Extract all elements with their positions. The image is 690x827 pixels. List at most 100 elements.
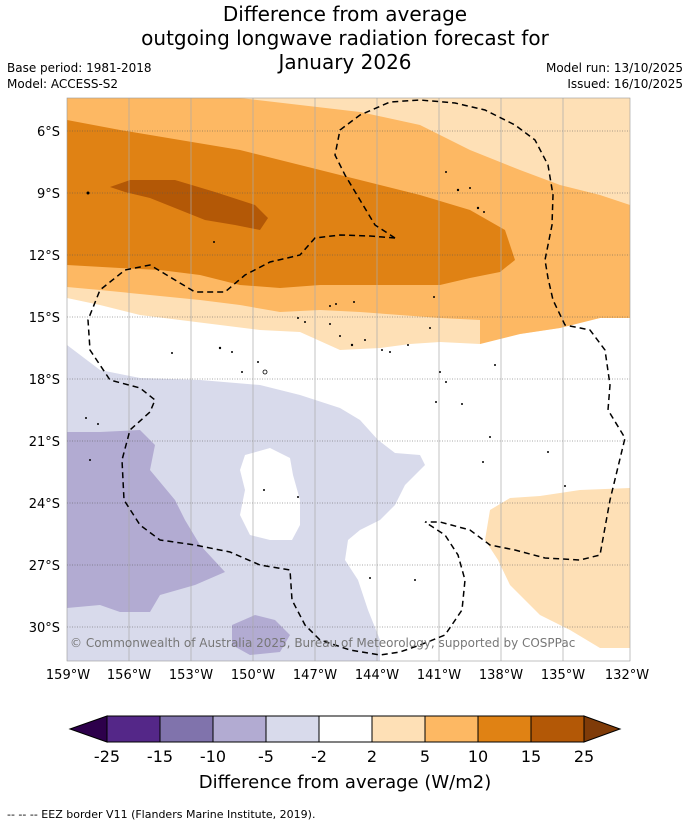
longitude-gridlines <box>128 98 564 661</box>
colorbar-tick: -2 <box>311 747 327 766</box>
model-name: Model: ACCESS-S2 <box>7 77 119 91</box>
lon-label: 138°W <box>479 668 523 683</box>
island <box>218 346 222 350</box>
colorbar-arrow-max <box>583 715 622 743</box>
island <box>476 206 480 210</box>
colorbar-segment <box>106 715 161 743</box>
colorbar-arrow-min <box>68 715 108 743</box>
meta-right: Model run: 13/10/2025 Issued: 16/10/2025 <box>546 60 683 92</box>
island <box>335 303 337 305</box>
lon-label: 150°W <box>231 668 275 683</box>
island <box>353 301 355 303</box>
issued-date: Issued: 16/10/2025 <box>567 77 683 91</box>
island <box>241 371 243 373</box>
lon-label: 144°W <box>355 668 399 683</box>
island <box>483 211 485 213</box>
colorbar-label: Difference from average (W/m2) <box>199 772 491 793</box>
island <box>231 351 233 353</box>
island <box>469 187 471 189</box>
island <box>257 361 259 363</box>
island <box>547 451 549 453</box>
island <box>297 317 299 319</box>
meta-left: Base period: 1981-2018 Model: ACCESS-S2 <box>7 60 152 92</box>
colorbar-segment <box>530 715 585 743</box>
neutral-pocket <box>240 448 300 540</box>
colorbar-segment <box>371 715 426 743</box>
lat-label: 30°S <box>29 621 60 636</box>
island <box>262 369 268 375</box>
lat-label: 21°S <box>29 435 60 450</box>
colorbar-tick: -5 <box>258 747 274 766</box>
island <box>414 579 416 581</box>
colorbar-segment <box>477 715 532 743</box>
lat-label: 12°S <box>29 249 60 264</box>
island <box>381 349 383 351</box>
island <box>369 577 371 579</box>
band-p2-p5-south <box>485 488 630 648</box>
longitude-labels: 159°W 156°W 153°W 150°W 147°W 144°W 141°… <box>46 668 649 683</box>
colorbar-segment <box>424 715 479 743</box>
lon-label: 147°W <box>293 668 337 683</box>
island <box>364 339 366 341</box>
map-frame <box>66 97 631 662</box>
lat-label: 6°S <box>37 125 60 140</box>
eez-french-polynesia <box>334 99 626 561</box>
island <box>445 381 447 383</box>
islands <box>85 171 566 581</box>
island <box>86 191 90 195</box>
island <box>85 417 87 419</box>
island <box>389 351 391 353</box>
chart-title: Difference from average outgoing longwav… <box>0 2 690 74</box>
lat-label: 9°S <box>37 187 60 202</box>
island <box>429 327 431 329</box>
colorbar-tick: 10 <box>468 747 488 766</box>
title-line-1: Difference from average <box>222 2 468 26</box>
colorbar-tick: 25 <box>574 747 594 766</box>
lon-label: 153°W <box>169 668 213 683</box>
colorbar-tick: 15 <box>521 747 541 766</box>
island <box>297 496 299 498</box>
colorbar-tick: -10 <box>200 747 226 766</box>
lat-label: 18°S <box>29 373 60 388</box>
colorbar-tick: -25 <box>94 747 120 766</box>
eez-borders <box>87 99 626 656</box>
model-run: Model run: 13/10/2025 <box>545 61 683 75</box>
title-line-3: January 2026 <box>278 50 412 74</box>
island <box>329 305 331 307</box>
base-period: Base period: 1981-2018 <box>7 61 152 75</box>
island <box>263 489 265 491</box>
band-p10-p15 <box>67 120 515 288</box>
copyright-watermark: © Commonwealth of Australia 2025, Bureau… <box>70 636 575 650</box>
island <box>433 296 435 298</box>
colorbar-ticks: -25 -15 -10 -5 -2 2 5 10 15 25 <box>94 747 594 766</box>
lon-label: 135°W <box>541 668 585 683</box>
lon-label: 159°W <box>46 668 90 683</box>
lat-label: 24°S <box>29 497 60 512</box>
colorbar-tick: 5 <box>420 747 430 766</box>
map-area: © Commonwealth of Australia 2025, Bureau… <box>67 98 630 661</box>
island <box>489 436 491 438</box>
island <box>350 343 354 347</box>
eez-cook-islands <box>87 234 466 656</box>
island <box>407 344 409 346</box>
lon-label: 141°W <box>417 668 461 683</box>
colorbar-segment <box>212 715 267 743</box>
lon-label: 132°W <box>605 668 649 683</box>
colorbar-tick: 2 <box>367 747 377 766</box>
title-line-2: outgoing longwave radiation forecast for <box>141 26 549 50</box>
band-p15-p25 <box>110 180 268 230</box>
latitude-labels: 6°S 9°S 12°S 15°S 18°S 21°S 24°S 27°S 30… <box>29 125 60 636</box>
band-m10-m5 <box>67 430 225 612</box>
island <box>339 335 341 337</box>
island <box>97 423 99 425</box>
island <box>213 241 215 243</box>
colorbar-segment <box>159 715 214 743</box>
island <box>456 188 460 192</box>
band-m10-m5-south <box>232 615 290 655</box>
lat-label: 15°S <box>29 311 60 326</box>
lat-label: 27°S <box>29 559 60 574</box>
island <box>494 364 496 366</box>
colorbar-segment <box>265 715 320 743</box>
colorbar-tick: -15 <box>147 747 173 766</box>
